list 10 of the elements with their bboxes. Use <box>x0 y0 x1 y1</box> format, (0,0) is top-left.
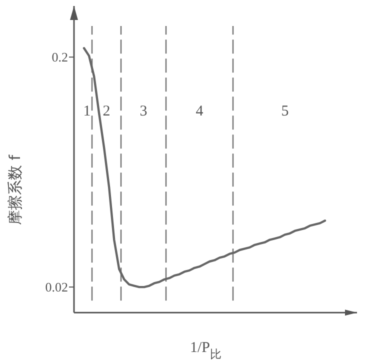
annotation: 1 <box>83 103 91 120</box>
annotation: 2 <box>102 103 110 120</box>
line-series <box>82 47 326 288</box>
y-tick-label: 0.02 <box>45 280 68 295</box>
x-axis-title: 1/P$_{比}$ <box>190 340 222 361</box>
y-axis-title: 摩擦系数 f <box>6 154 24 226</box>
y-tick-label: 0.2 <box>52 50 68 65</box>
annotation: 5 <box>281 103 289 120</box>
annotation: 3 <box>140 103 148 120</box>
annotation: 4 <box>196 103 204 120</box>
